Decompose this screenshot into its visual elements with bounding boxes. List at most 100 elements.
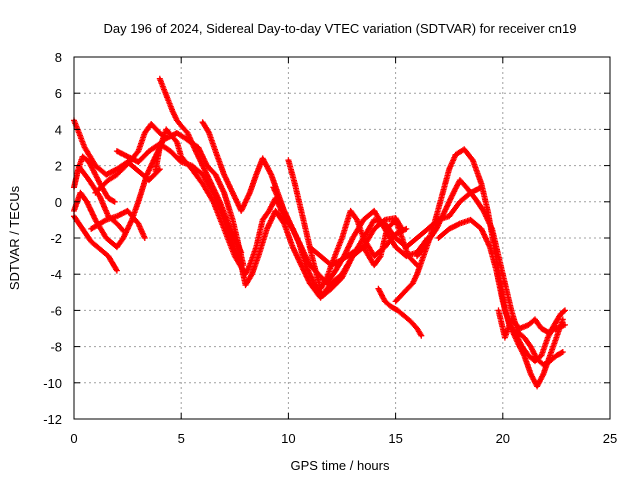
data-point [87, 178, 91, 182]
data-point [137, 160, 140, 164]
data-point [407, 254, 410, 258]
data-point [463, 148, 466, 151]
data-point [201, 173, 204, 176]
data-point [244, 273, 247, 276]
data-point [265, 227, 269, 231]
data-point [529, 345, 532, 348]
data-point [240, 209, 243, 213]
data-point [340, 258, 344, 261]
data-point [222, 191, 226, 194]
data-point [107, 196, 110, 200]
data-point [149, 122, 153, 126]
y-tick-label: -4 [50, 267, 62, 282]
data-point [158, 77, 161, 80]
data-point [143, 236, 146, 240]
series-track-12 [270, 184, 431, 287]
data-point [441, 191, 444, 194]
data-point [340, 276, 344, 280]
data-point [458, 178, 462, 182]
data-point [186, 131, 189, 135]
data-point [300, 245, 303, 249]
data-point [435, 227, 438, 231]
y-tick-label: 4 [55, 122, 62, 137]
data-point [300, 263, 303, 267]
data-point [308, 263, 312, 267]
data-point [231, 191, 234, 194]
data-point [115, 173, 119, 176]
data-point [171, 110, 174, 113]
chart-title: Day 196 of 2024, Sidereal Day-to-day VTE… [103, 21, 576, 36]
data-point [308, 245, 312, 249]
data-point [115, 222, 119, 225]
data-point [180, 155, 183, 158]
data-point [222, 173, 226, 176]
data-point [214, 149, 217, 153]
data-point [143, 131, 146, 135]
data-point [306, 236, 309, 240]
series-track-15 [375, 285, 425, 339]
data-point [164, 128, 168, 131]
data-point [330, 263, 333, 267]
data-point [411, 282, 414, 285]
series-track-19 [495, 307, 568, 341]
data-point [340, 236, 344, 240]
series-track-6 [88, 207, 148, 241]
data-point [325, 276, 329, 280]
data-point [542, 372, 545, 375]
data-point [89, 227, 93, 231]
data-point [559, 312, 562, 316]
data-point [510, 318, 513, 321]
data-point [104, 236, 108, 240]
data-point [448, 215, 451, 218]
data-point [518, 327, 522, 330]
data-point [145, 173, 149, 176]
y-tick-label: 0 [55, 195, 62, 210]
data-point [255, 173, 258, 176]
data-point [83, 146, 86, 149]
data-point [497, 309, 500, 312]
data-point [180, 160, 183, 164]
data-point [409, 320, 412, 323]
data-point [520, 345, 524, 348]
data-point [402, 291, 406, 294]
data-point [104, 218, 108, 222]
data-point [167, 99, 170, 102]
data-point [465, 186, 468, 189]
x-tick-label: 15 [388, 431, 402, 446]
data-point [480, 227, 483, 231]
data-point [555, 354, 558, 357]
data-point [175, 131, 179, 135]
data-point [115, 245, 119, 249]
data-point [319, 254, 322, 258]
data-point [201, 120, 204, 124]
data-point [400, 236, 404, 240]
data-point [452, 191, 455, 194]
data-point [372, 209, 376, 213]
y-tick-label: -6 [50, 303, 62, 318]
data-point [89, 240, 93, 243]
data-point [158, 146, 161, 149]
data-point [81, 155, 84, 158]
data-point [471, 158, 474, 162]
data-point [372, 263, 376, 267]
data-point [533, 318, 537, 321]
data-point [420, 334, 423, 337]
data-point [94, 191, 97, 194]
data-point [205, 164, 209, 167]
data-point [212, 200, 215, 203]
data-point [162, 88, 166, 91]
data-point [355, 218, 359, 222]
data-point [503, 282, 507, 285]
data-point [490, 227, 494, 231]
data-point [548, 359, 552, 363]
data-point [293, 182, 297, 185]
data-point [207, 131, 211, 135]
series-track-3 [71, 135, 167, 251]
data-point [527, 323, 530, 327]
data-point [180, 124, 183, 127]
data-point [175, 140, 179, 144]
data-point [372, 218, 376, 222]
data-point [126, 209, 129, 213]
x-axis-label: GPS time / hours [291, 458, 390, 473]
data-point [426, 227, 429, 231]
